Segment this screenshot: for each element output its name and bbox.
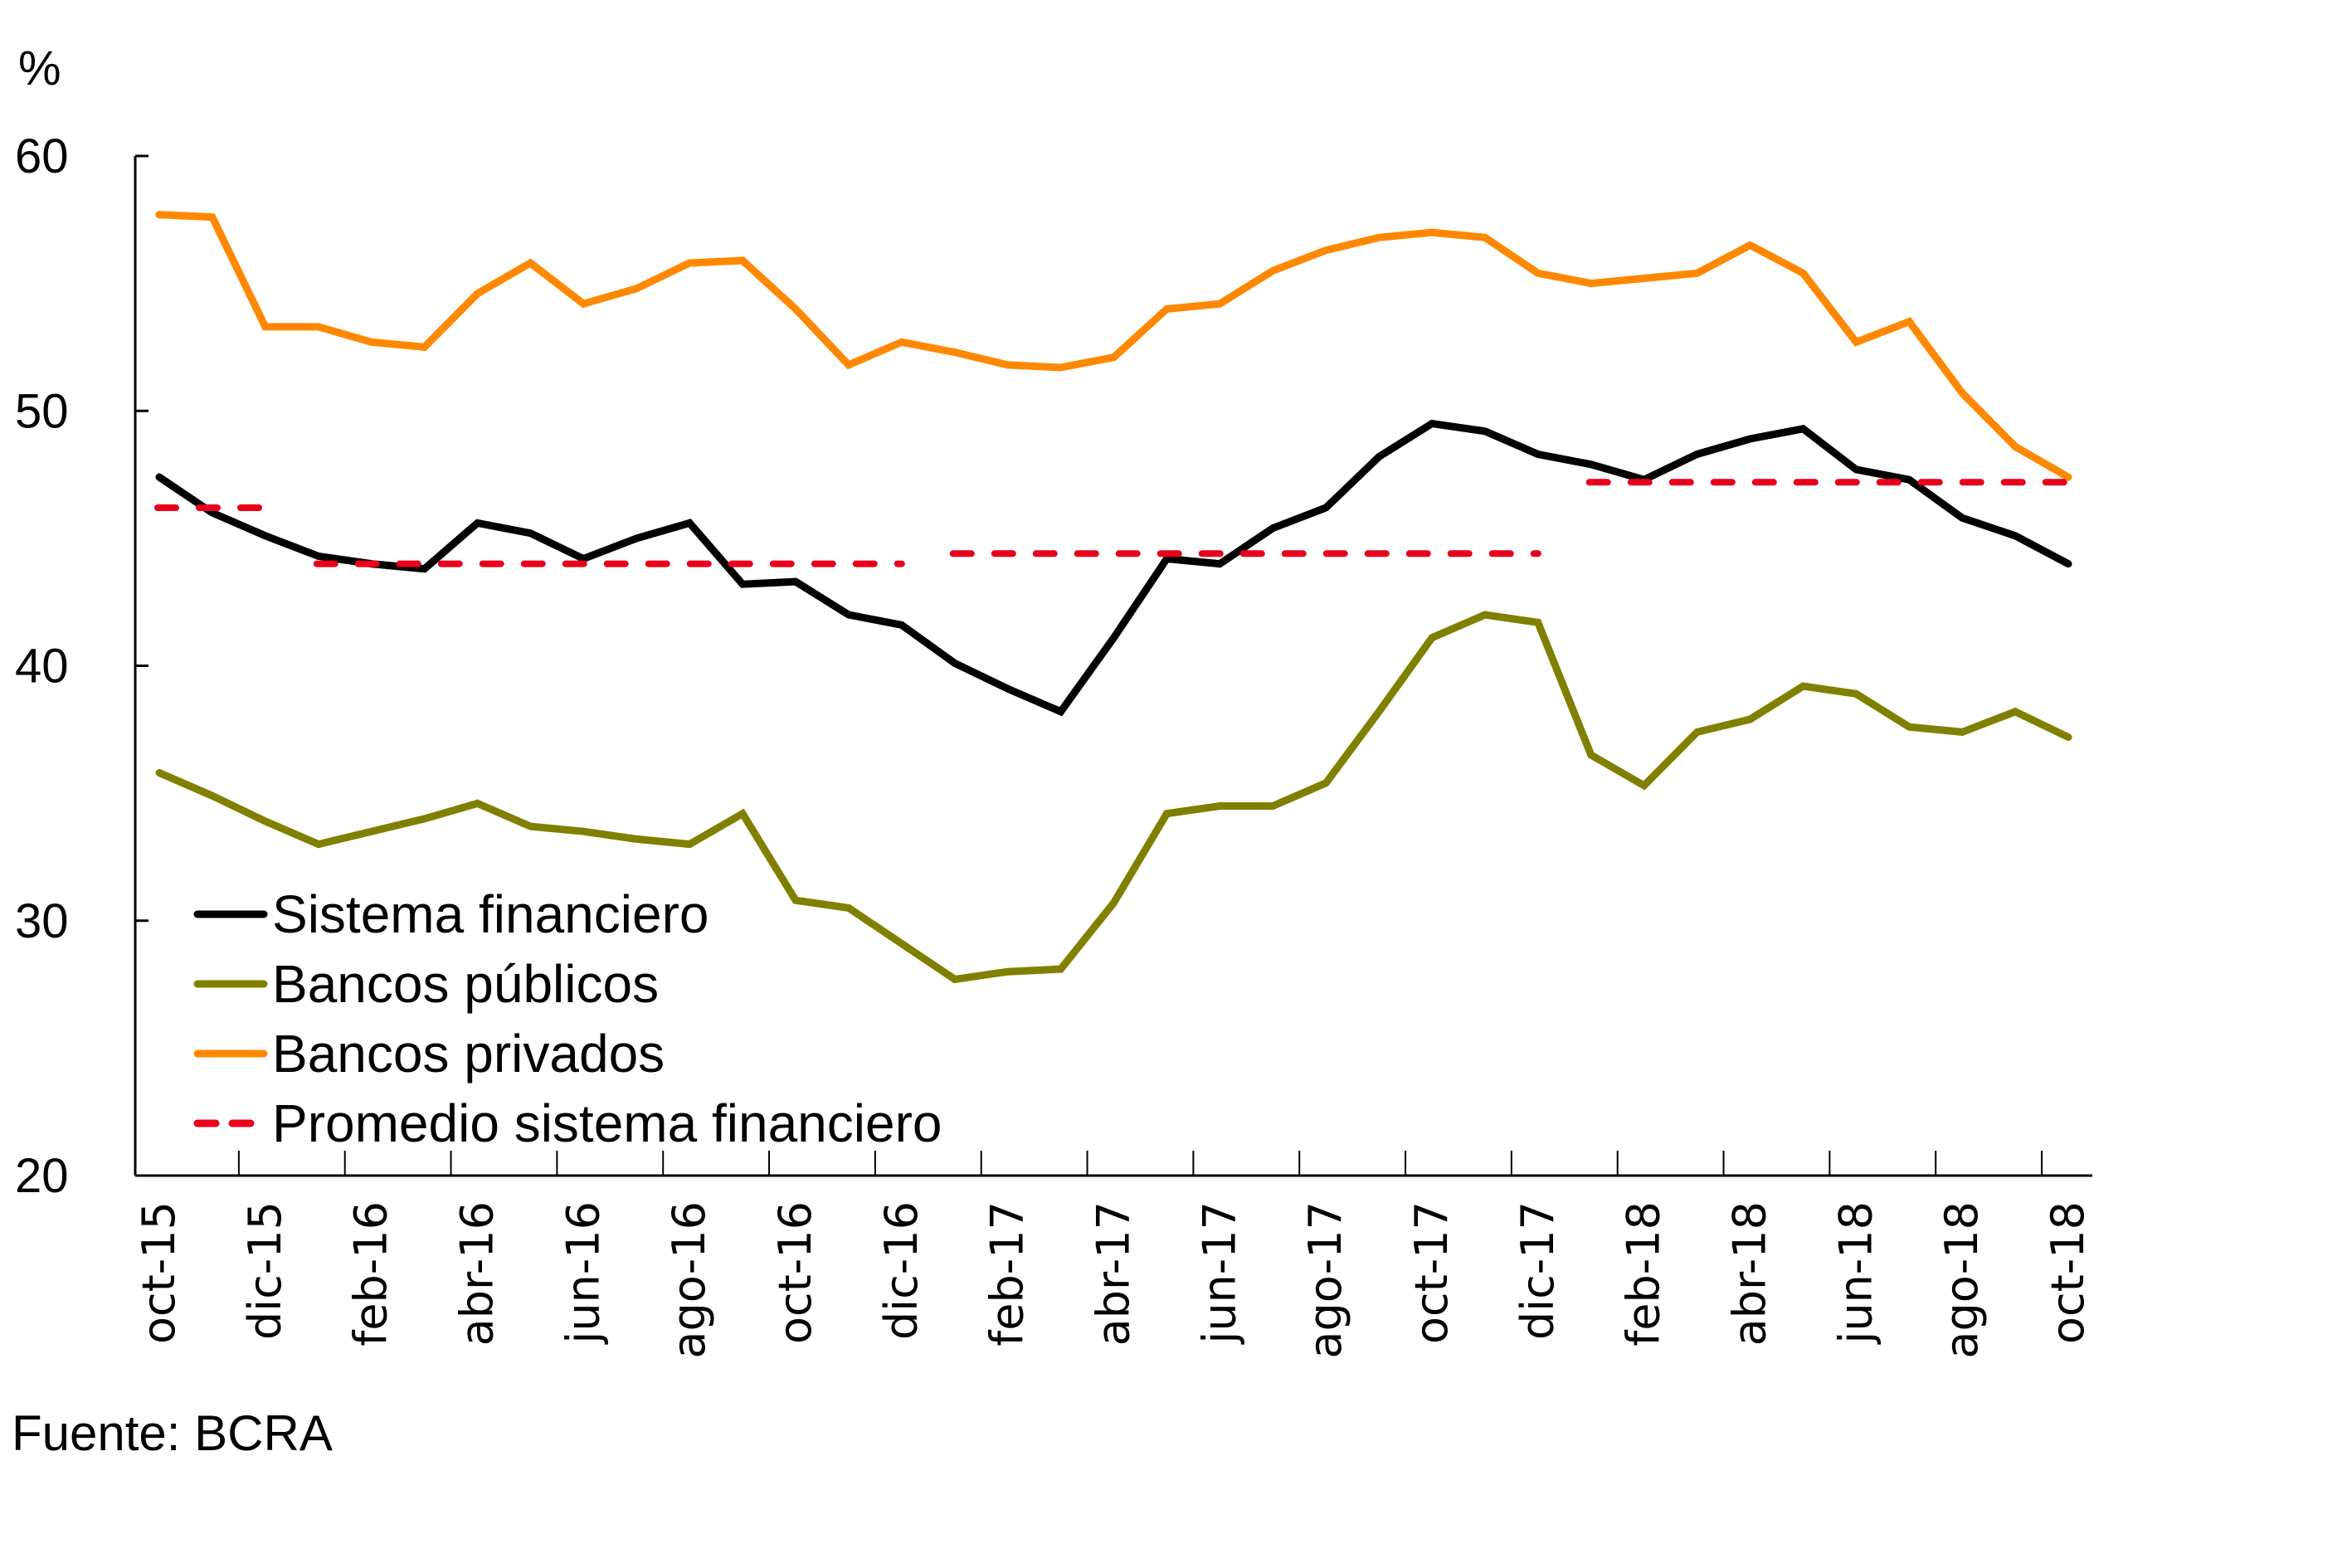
series-line-sistema-financiero [155, 419, 2072, 717]
y-axis: 20 30 40 50 60 [15, 129, 149, 1203]
legend-label: Promedio sistema financiero [272, 1093, 942, 1153]
x-axis: oct-15 dic-15 feb-16 abr-16 jun-16 ago-16 oct-… [133, 1151, 2094, 1359]
y-tick-label: 50 [15, 384, 69, 438]
x-tick-label: ago-18 [1936, 1201, 1988, 1359]
x-tick-label: oct-18 [2042, 1201, 2094, 1344]
x-tick-label: feb-18 [1618, 1201, 1670, 1346]
x-tick-label: oct-17 [1405, 1201, 1458, 1344]
x-tick-label: feb-16 [345, 1201, 397, 1346]
y-tick-label: 20 [15, 1149, 69, 1203]
x-tick-label: ago-16 [663, 1201, 715, 1359]
legend-label: Bancos privados [272, 1024, 665, 1083]
x-tick-label: abr-16 [451, 1201, 504, 1346]
x-tick-label: jun-18 [1829, 1201, 1882, 1345]
y-tick-label: 60 [15, 129, 69, 183]
x-tick-label: abr-17 [1088, 1201, 1140, 1346]
series-line-bancos-privados [155, 211, 2072, 481]
x-tick-label: ago-17 [1299, 1201, 1351, 1359]
x-tick-label: dic-17 [1512, 1201, 1564, 1340]
legend-label: Sistema financiero [272, 884, 709, 944]
x-tick-label: oct-15 [133, 1201, 185, 1344]
series-layer [154, 211, 2072, 984]
series-line-bancos-publicos [155, 611, 2072, 984]
x-tick-label: dic-15 [239, 1201, 291, 1340]
x-tick-label: jun-17 [1193, 1201, 1245, 1345]
y-tick-label: 40 [15, 640, 69, 694]
legend-label: Bancos públicos [272, 954, 659, 1014]
source-note: Fuente: BCRA [12, 1405, 333, 1461]
y-tick-label: 30 [15, 894, 69, 948]
legend: Sistema financiero Bancos públicos Bancos … [193, 884, 942, 1153]
x-tick-label: jun-16 [557, 1201, 609, 1345]
x-tick-label: feb-17 [981, 1201, 1034, 1346]
y-unit-label: % [18, 41, 61, 95]
x-tick-label: dic-16 [875, 1201, 928, 1340]
x-tick-label: abr-18 [1724, 1201, 1776, 1346]
x-tick-label: oct-16 [769, 1201, 821, 1344]
